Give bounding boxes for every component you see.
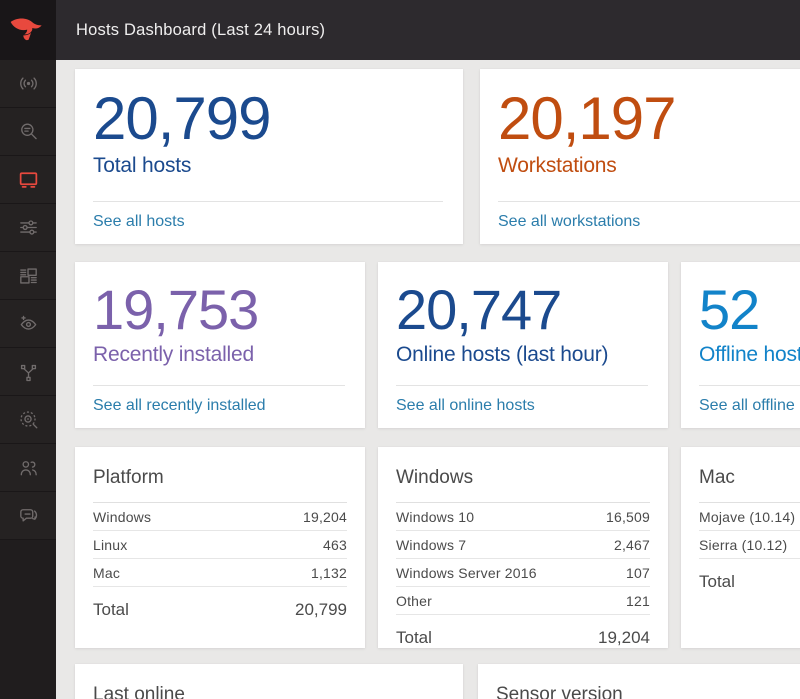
dashboards-panels-icon [19,268,37,284]
sidebar-item-discover[interactable] [0,396,56,444]
stat-row-1: 20,799 Total hosts See all hosts 20,197 … [75,69,800,244]
total-label: Total [396,628,432,647]
divider [396,385,648,386]
intel-eye-icon [20,315,36,330]
support-chat-icon [19,509,37,522]
row-label: Sierra (10.12) [699,536,788,553]
sidebar-item-hosts[interactable] [0,156,56,204]
investigate-search-icon [20,123,37,140]
divider [699,385,800,386]
windows-table-card: Windows Windows 10 16,509 Windows 7 2,46… [378,447,668,648]
sensor-version-card: Sensor version [478,664,800,699]
platform-table-card: Platform Windows 19,204 Linux 463 Mac 1,… [75,447,365,648]
table-row: Other 121 [396,587,650,615]
stat-card-offline-hosts: 52 Offline hosts See all offline hosts [681,262,800,428]
row-value: 16,509 [605,508,650,525]
network-graph-icon [20,364,36,382]
total-value: 19,204 [598,628,650,647]
table-title: Platform [93,459,347,503]
table-total-row: Total 20,799 [93,587,347,620]
sidebar-item-configuration[interactable] [0,204,56,252]
bottom-row: Last online Sensor version [75,664,800,699]
sidebar-item-investigate[interactable] [0,108,56,156]
stat-value: 20,197 [498,85,677,152]
table-total-row: Total [699,559,800,592]
row-label: Windows [93,508,152,525]
last-online-card: Last online [75,664,463,699]
activity-icon [19,77,37,90]
sidebar-item-activity[interactable] [0,60,56,108]
row-value: 463 [323,536,347,553]
row-label: Windows Server 2016 [396,564,537,581]
stat-card-recently-installed: 19,753 Recently installed See all recent… [75,262,365,428]
table-title: Windows [396,459,650,503]
stat-card-total-hosts: 20,799 Total hosts See all hosts [75,69,463,244]
table-row: Windows 7 2,467 [396,531,650,559]
stat-value: 52 [699,278,760,341]
stat-value: 20,747 [396,278,562,341]
stat-value: 20,799 [93,85,272,152]
table-title: Mac [699,459,800,503]
row-label: Mojave (10.14) [699,508,796,525]
table-title: Last online [93,676,445,699]
sidebar-item-dashboards[interactable] [0,252,56,300]
divider [93,385,345,386]
row-value: 121 [626,592,650,609]
stat-label: Recently installed [93,343,254,367]
divider [93,201,443,202]
table-row: Mac 1,132 [93,559,347,587]
row-value: 19,204 [302,508,347,525]
stat-label: Workstations [498,154,617,178]
sidebar-item-intel[interactable] [0,300,56,348]
divider [498,201,800,202]
users-icon [20,461,37,476]
see-all-recently-installed-link[interactable]: See all recently installed [93,397,266,414]
row-value: 107 [626,564,650,581]
sidebar-item-support[interactable] [0,492,56,540]
page-title: Hosts Dashboard (Last 24 hours) [76,20,326,39]
total-label: Total [699,572,735,591]
crowdstrike-falcon-logo[interactable] [0,0,56,60]
table-row: Sierra (10.12) [699,531,800,559]
row-value: 1,132 [310,564,347,581]
row-label: Mac [93,564,121,581]
table-row: Mojave (10.14) [699,503,800,531]
stat-label: Offline hosts [699,343,800,367]
stat-card-workstations: 20,197 Workstations See all workstations [480,69,800,244]
table-row: Platform Windows 19,204 Linux 463 Mac 1,… [75,447,800,648]
table-row: Windows 19,204 [93,503,347,531]
see-all-workstations-link[interactable]: See all workstations [498,213,641,230]
see-all-hosts-link[interactable]: See all hosts [93,213,185,230]
total-label: Total [93,600,129,619]
table-row: Windows Server 2016 107 [396,559,650,587]
discover-scan-icon [19,411,37,429]
sidebar-item-users[interactable] [0,444,56,492]
table-row: Windows 10 16,509 [396,503,650,531]
header-bar: Hosts Dashboard (Last 24 hours) [56,0,800,60]
row-label: Windows 10 [396,508,475,525]
row-label: Linux [93,536,128,553]
row-label: Other [396,592,433,609]
row-label: Windows 7 [396,536,467,553]
total-value: 20,799 [295,600,347,619]
sidebar-item-graph[interactable] [0,348,56,396]
mac-table-card: Mac Mojave (10.14) Sierra (10.12) Total [681,447,800,648]
stat-card-online-hosts: 20,747 Online hosts (last hour) See all … [378,262,668,428]
see-all-offline-hosts-link[interactable]: See all offline hosts [699,397,800,414]
stat-row-2: 19,753 Recently installed See all recent… [75,262,800,428]
hosts-monitor-icon [19,172,37,188]
content-area: 20,799 Total hosts See all hosts 20,197 … [56,60,800,699]
table-title: Sensor version [496,676,800,699]
table-row: Linux 463 [93,531,347,559]
stat-value: 19,753 [93,278,259,341]
sidebar [0,0,56,699]
configuration-sliders-icon [19,220,37,235]
stat-label: Online hosts (last hour) [396,343,609,367]
row-value: 2,467 [613,536,650,553]
see-all-online-hosts-link[interactable]: See all online hosts [396,397,535,414]
stat-label: Total hosts [93,154,192,178]
table-total-row: Total 19,204 [396,615,650,648]
